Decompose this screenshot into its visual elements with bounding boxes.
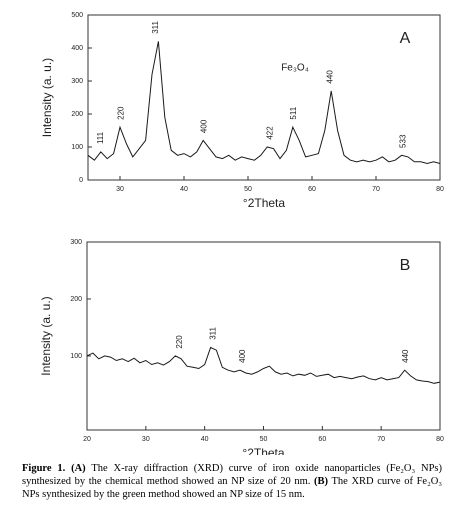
phase-label: Fe₃O₄: [281, 63, 309, 74]
y-tick-label: 100: [70, 353, 82, 360]
caption-text: The XRD curve of Fe₂O₃ NPs synthesized b…: [22, 476, 443, 500]
peak-label: 511: [289, 106, 298, 119]
caption: Figure 1. (A) The X-ray diffraction (XRD…: [22, 462, 442, 501]
peak-label: 311: [151, 20, 160, 33]
x-tick-label: 60: [308, 186, 316, 193]
y-tick-label: 300: [71, 78, 83, 85]
peak-label: 440: [326, 70, 335, 84]
peak-label: 220: [116, 106, 125, 120]
x-tick-label: 40: [180, 186, 188, 193]
peak-label: 220: [175, 335, 184, 349]
x-tick-label: 50: [260, 436, 268, 443]
peak-label: 422: [266, 126, 275, 140]
y-tick-label: 0: [79, 177, 83, 184]
x-tick-label: 80: [436, 186, 444, 193]
plot-frame: [86, 241, 441, 431]
caption-text: Figure 1. (A): [22, 463, 86, 474]
xrd-curve: [86, 346, 441, 384]
y-tick-label: 100: [71, 144, 83, 151]
x-tick-label: 50: [244, 186, 252, 193]
x-tick-label: 70: [377, 436, 385, 443]
peak-label: 400: [238, 349, 247, 363]
x-axis-label: °2Theta: [243, 196, 285, 210]
y-tick-label: 300: [70, 239, 82, 246]
peak-label: 311: [209, 326, 218, 339]
x-tick-label: 20: [83, 436, 91, 443]
x-tick-label: 30: [116, 186, 124, 193]
peak-label: 400: [200, 119, 209, 133]
x-axis-label: °2Theta: [242, 446, 284, 455]
plot-frame: [87, 14, 441, 181]
caption-text: (B): [314, 476, 329, 487]
y-axis-label: Intensity (a. u.): [40, 58, 54, 137]
xrd-curve: [87, 41, 441, 165]
caption-text: The X-ray diffraction (XRD) curve of iro…: [22, 463, 442, 487]
x-tick-label: 70: [372, 186, 380, 193]
y-axis-label: Intensity (a. u.): [39, 296, 53, 375]
y-tick-label: 400: [71, 45, 83, 52]
y-tick-label: 200: [70, 296, 82, 303]
panel-label: A: [400, 30, 411, 47]
x-tick-label: 80: [436, 436, 444, 443]
figure: 0 100 200 300 400 500 30 40 50 60 70 80 °2Theta Inten…: [39, 12, 444, 460]
peak-label: 111: [96, 131, 105, 144]
peak-label: 533: [399, 134, 408, 148]
y-tick-label: 500: [71, 12, 83, 19]
panel-label: B: [400, 257, 411, 274]
x-tick-label: 40: [201, 436, 209, 443]
x-tick-label: 60: [318, 436, 326, 443]
y-tick-label: 200: [71, 111, 83, 118]
peak-label: 440: [401, 349, 410, 363]
x-tick-label: 30: [142, 436, 150, 443]
